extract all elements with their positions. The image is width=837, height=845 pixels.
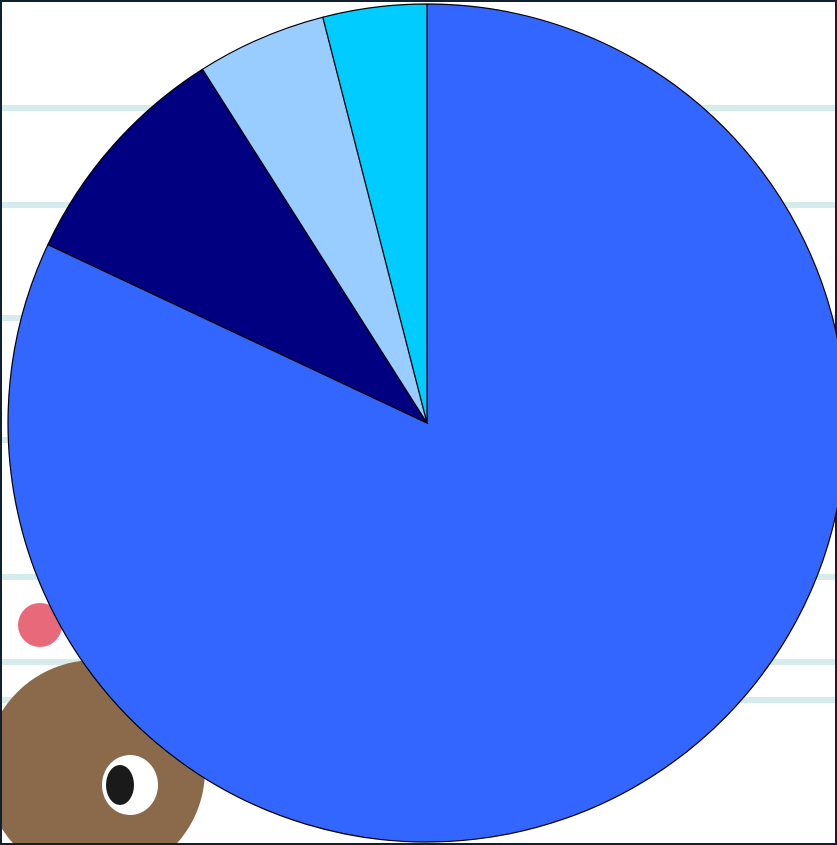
pie-slice — [7, 3, 837, 843]
pie — [7, 3, 837, 843]
pie-slice — [322, 3, 428, 424]
pie-slice — [47, 68, 429, 425]
